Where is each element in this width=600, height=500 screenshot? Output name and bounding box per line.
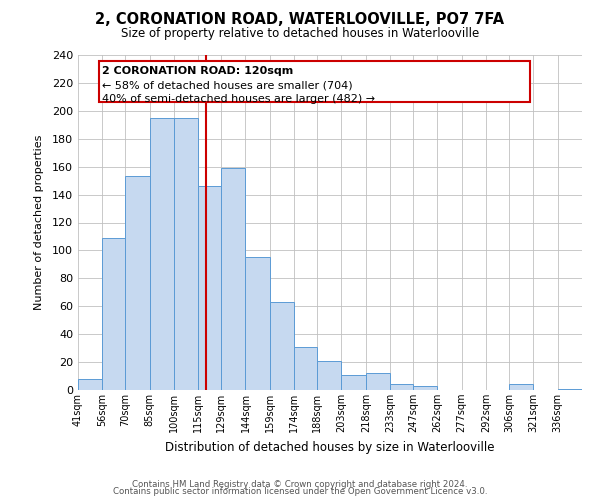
Text: 2 CORONATION ROAD: 120sqm: 2 CORONATION ROAD: 120sqm <box>103 66 293 76</box>
Bar <box>557 388 582 390</box>
Bar <box>245 258 270 390</box>
Text: ← 58% of detached houses are smaller (704): ← 58% of detached houses are smaller (70… <box>103 80 353 90</box>
Bar <box>270 302 294 390</box>
Bar <box>78 379 103 390</box>
Bar <box>125 176 149 390</box>
Bar <box>341 374 366 390</box>
Bar <box>149 118 174 390</box>
Bar <box>366 373 390 390</box>
Text: Contains public sector information licensed under the Open Government Licence v3: Contains public sector information licen… <box>113 487 487 496</box>
Bar <box>294 346 317 390</box>
Bar <box>390 384 413 390</box>
Bar <box>509 384 533 390</box>
Bar <box>199 186 221 390</box>
Text: Size of property relative to detached houses in Waterlooville: Size of property relative to detached ho… <box>121 28 479 40</box>
Bar <box>413 386 437 390</box>
Text: 2, CORONATION ROAD, WATERLOOVILLE, PO7 7FA: 2, CORONATION ROAD, WATERLOOVILLE, PO7 7… <box>95 12 505 28</box>
Y-axis label: Number of detached properties: Number of detached properties <box>34 135 44 310</box>
FancyBboxPatch shape <box>99 60 530 102</box>
Bar <box>317 360 341 390</box>
Text: 40% of semi-detached houses are larger (482) →: 40% of semi-detached houses are larger (… <box>103 94 376 104</box>
Bar <box>174 118 199 390</box>
Text: Contains HM Land Registry data © Crown copyright and database right 2024.: Contains HM Land Registry data © Crown c… <box>132 480 468 489</box>
Bar <box>221 168 245 390</box>
Bar <box>103 238 125 390</box>
X-axis label: Distribution of detached houses by size in Waterlooville: Distribution of detached houses by size … <box>165 440 495 454</box>
